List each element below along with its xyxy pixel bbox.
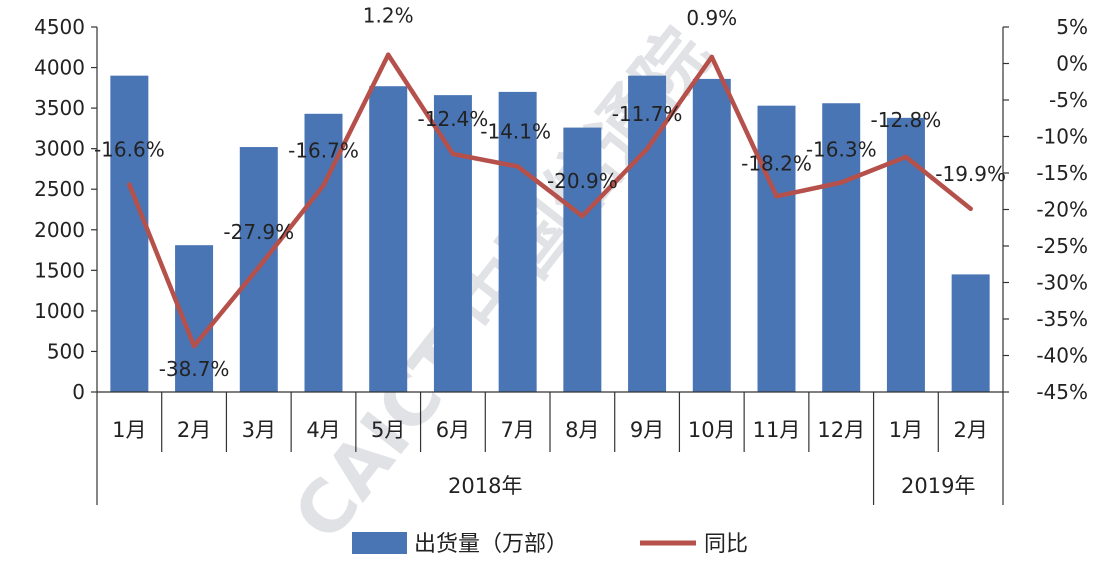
- right-tick-label: -35%: [1036, 307, 1088, 331]
- left-tick-label: 2500: [34, 177, 85, 201]
- yoy-data-label: 0.9%: [686, 6, 737, 30]
- year-group-label: 2019年: [901, 474, 975, 498]
- right-tick-label: -30%: [1036, 271, 1088, 295]
- category-label: 4月: [306, 418, 340, 442]
- yoy-point-12: [839, 180, 844, 185]
- bar-14: [951, 274, 990, 392]
- yoy-point-11: [774, 194, 779, 199]
- bar-10: [692, 78, 731, 393]
- bar-7: [498, 91, 537, 392]
- yoy-point-7: [515, 164, 520, 169]
- left-tick-label: 0: [72, 380, 85, 404]
- yoy-data-label: -38.7%: [159, 357, 230, 381]
- right-tick-label: -10%: [1036, 125, 1088, 149]
- yoy-data-label: -16.6%: [94, 138, 165, 162]
- line-series: [127, 52, 973, 349]
- bar-1: [110, 75, 149, 393]
- yoy-data-label: 1.2%: [363, 4, 414, 28]
- right-tick-label: -5%: [1049, 88, 1088, 112]
- yoy-point-3: [256, 264, 261, 270]
- bar-series: [110, 75, 990, 393]
- category-label: 9月: [630, 418, 664, 442]
- yoy-data-label: -16.3%: [806, 137, 877, 161]
- yoy-point-14: [968, 206, 973, 211]
- yoy-point-9: [644, 146, 650, 152]
- legend-bar-label: 出货量（万部）: [414, 532, 568, 557]
- category-label: 1月: [889, 418, 923, 442]
- right-tick-label: -40%: [1036, 344, 1088, 368]
- right-tick-label: -20%: [1036, 198, 1088, 222]
- bar-5: [369, 86, 408, 392]
- left-tick-label: 1500: [34, 258, 85, 282]
- yoy-point-13: [903, 154, 909, 160]
- yoy-point-10: [709, 54, 714, 60]
- left-tick-label: 4000: [34, 56, 85, 80]
- yoy-data-label: -16.7%: [288, 138, 359, 162]
- left-tick-label: 4500: [34, 15, 85, 39]
- category-label: 2月: [953, 418, 987, 442]
- yoy-data-label: -27.9%: [223, 220, 294, 244]
- bar-11: [757, 105, 796, 392]
- category-label: 2月: [177, 418, 211, 442]
- right-tick-label: 5%: [1056, 15, 1088, 39]
- yoy-point-4: [321, 183, 326, 188]
- left-tick-label: 2000: [34, 218, 85, 242]
- yoy-data-label: -19.9%: [935, 162, 1006, 186]
- category-label: 10月: [688, 418, 736, 442]
- category-label: 12月: [817, 418, 865, 442]
- category-label: 8月: [565, 418, 599, 442]
- category-label: 5月: [371, 418, 405, 442]
- yoy-line: [127, 52, 973, 349]
- left-tick-label: 3000: [34, 137, 85, 161]
- legend-line-label: 同比: [704, 532, 748, 557]
- yoy-point-2: [191, 343, 197, 349]
- yoy-data-label: -20.9%: [547, 169, 618, 193]
- yoy-data-label: -11.7%: [612, 102, 683, 126]
- left-tick-label: 500: [47, 339, 85, 363]
- yoy-point-1: [127, 182, 132, 187]
- legend: 出货量（万部） 同比: [352, 532, 748, 557]
- right-tick-label: -15%: [1036, 161, 1088, 185]
- axes: 0 500 1000 1500 2000 2500 3000 3500 4000 4500 -45%…: [34, 15, 1088, 505]
- yoy-data-label: -12.8%: [871, 108, 942, 132]
- yoy-data-label: -14.1%: [480, 119, 551, 143]
- right-tick-label: -45%: [1036, 380, 1088, 404]
- data-labels: -16.6% -38.7% -27.9% -16.7% 1.2% -12.4%-14.1%…: [94, 4, 1006, 381]
- legend-bar-swatch: [352, 532, 407, 554]
- bar-8: [563, 127, 602, 393]
- bar-6: [433, 95, 472, 392]
- category-label: 11月: [753, 418, 801, 442]
- right-tick-label: 0%: [1056, 52, 1088, 76]
- left-tick-label: 3500: [34, 96, 85, 120]
- yoy-data-label: -12.4%: [418, 107, 489, 131]
- bar-12: [822, 103, 861, 392]
- category-label: 7月: [500, 418, 534, 442]
- category-label: 3月: [242, 418, 276, 442]
- year-group-label: 2018年: [448, 474, 522, 498]
- yoy-point-5: [386, 52, 391, 57]
- left-tick-label: 1000: [34, 299, 85, 323]
- category-label: 6月: [436, 418, 470, 442]
- yoy-point-6: [450, 151, 456, 157]
- category-label: 1月: [112, 418, 146, 442]
- yoy-point-8: [580, 213, 585, 219]
- yoy-data-label: -18.2%: [741, 151, 812, 175]
- right-tick-label: -25%: [1036, 234, 1088, 258]
